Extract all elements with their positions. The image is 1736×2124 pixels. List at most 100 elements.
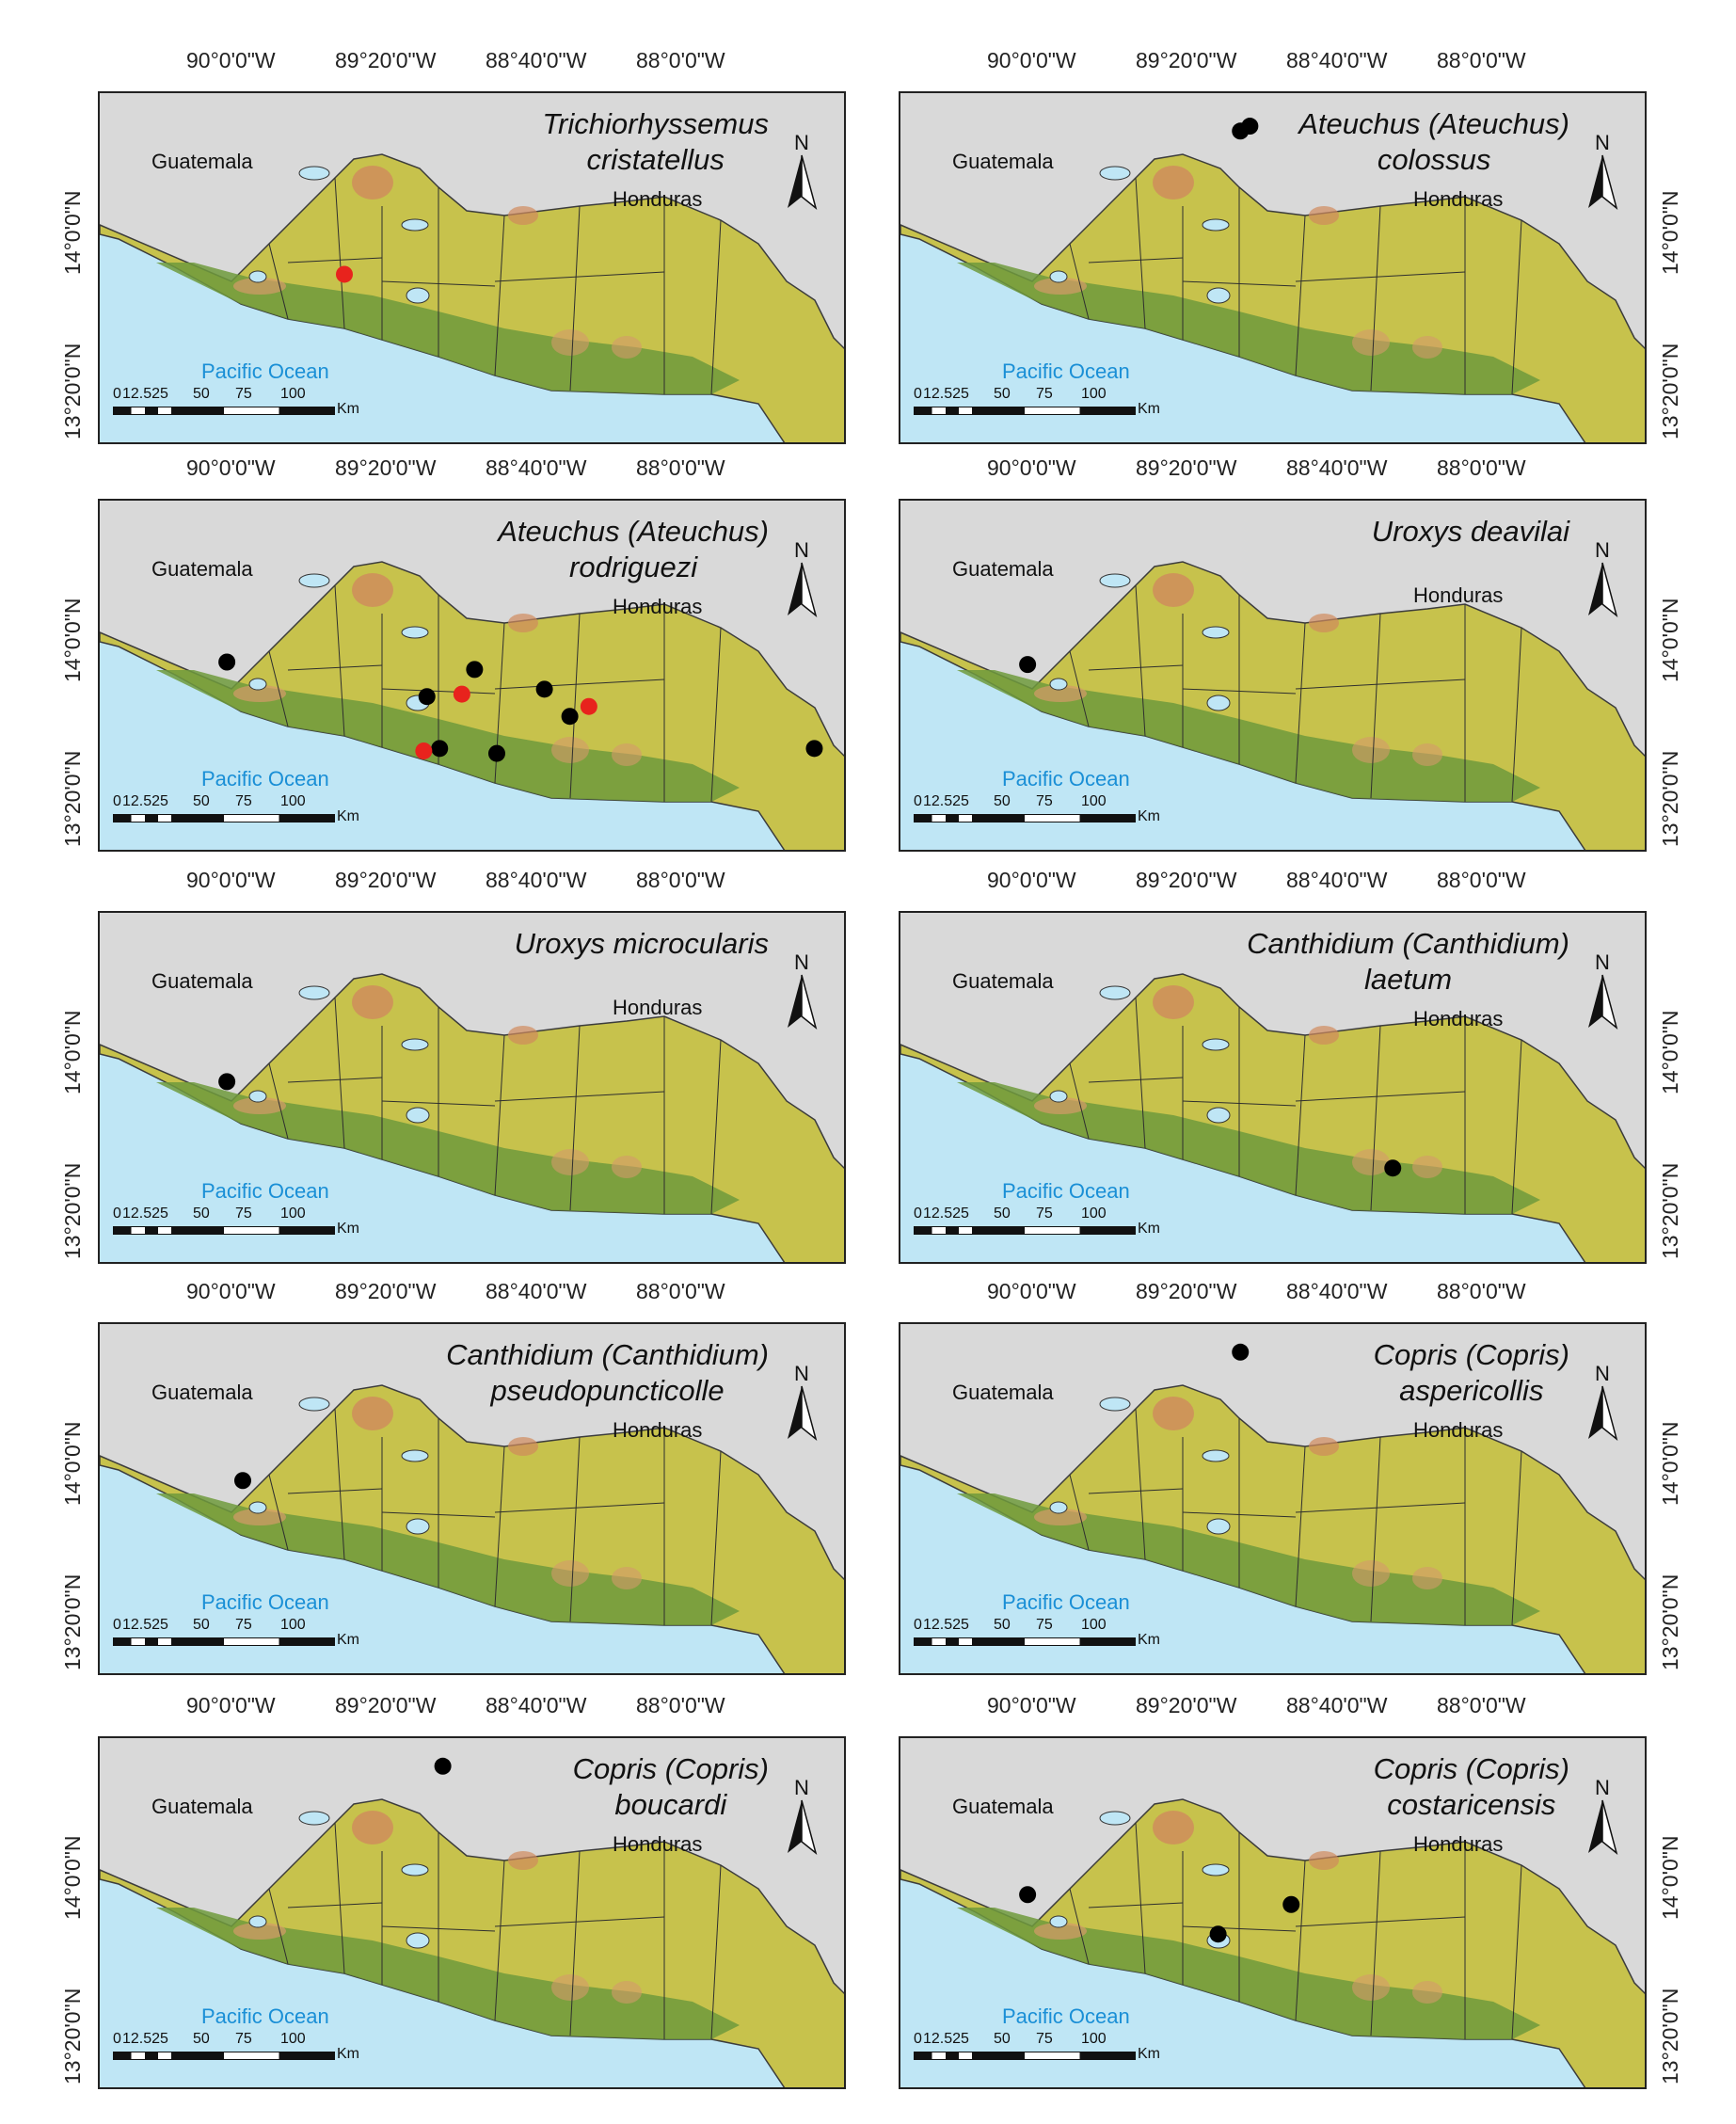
latitude-tick-label: 13°20'0"N <box>1658 1162 1682 1259</box>
scale-bar: 0 12.525 50 75 100 Km <box>914 2031 1160 2074</box>
species-name: Copris (Copris) boucardi <box>573 1751 769 1823</box>
longitude-tick-label: 89°20'0"W <box>1136 455 1237 480</box>
longitude-tick-label: 89°20'0"W <box>335 455 437 480</box>
department-border <box>1295 622 1306 784</box>
record-point-black <box>434 1757 452 1775</box>
lake-ilopango <box>406 1107 430 1124</box>
volcano-relief <box>1412 336 1442 359</box>
department-border <box>287 664 383 671</box>
pacific-ocean-label: Pacific Ocean <box>201 1590 329 1614</box>
north-arrow-icon: N <box>1588 950 1618 1030</box>
department-border <box>1088 1902 1184 1908</box>
longitude-tick-label: 88°0'0"W <box>636 1279 725 1303</box>
north-arrow: N <box>778 131 825 216</box>
north-arrow-icon: N <box>788 950 818 1030</box>
longitude-tick-label: 89°20'0"W <box>335 1279 437 1303</box>
scale-unit: Km <box>337 401 359 417</box>
map-panel-canthidium-laetum: Canthidium (Canthidium) laetum Guatemala Ho… <box>899 911 1647 1264</box>
species-name-line: Copris (Copris) <box>572 1752 769 1785</box>
scale-bar-segments <box>914 2052 1136 2060</box>
coastal-lowland <box>156 1082 740 1214</box>
guatemala-label: Guatemala <box>151 1381 253 1404</box>
highland-relief <box>1153 1811 1194 1845</box>
record-point-black <box>218 1073 236 1091</box>
longitude-tick-label: 89°20'0"W <box>1136 868 1237 892</box>
department-border <box>334 997 345 1149</box>
department-border <box>287 1902 383 1908</box>
lake-ilopango <box>1206 1518 1231 1535</box>
north-arrow-left-half <box>788 1800 802 1853</box>
cerron-grande-reservoir <box>1202 1038 1230 1051</box>
north-arrow: N <box>1579 131 1626 216</box>
guatemala-label: Guatemala <box>952 969 1054 993</box>
scale-number: 50 <box>994 793 1011 809</box>
north-arrow: N <box>1579 538 1626 623</box>
scale-number: 100 <box>280 2031 306 2047</box>
honduras-label: Honduras <box>613 1832 703 1856</box>
highland-relief <box>1034 1097 1087 1114</box>
department-border <box>1511 219 1522 395</box>
north-arrow-left-half <box>788 1386 802 1439</box>
longitude-tick-label: 88°0'0"W <box>636 868 725 892</box>
highland-relief <box>1034 1509 1087 1525</box>
department-border <box>1088 1488 1184 1494</box>
cerron-grande-reservoir <box>401 1038 429 1051</box>
scale-number: 100 <box>280 386 306 402</box>
scale-number: 100 <box>1081 386 1107 402</box>
species-name: Copris (Copris) aspericollis <box>1374 1337 1569 1409</box>
north-arrow-icon: N <box>1588 1776 1618 1856</box>
department-border <box>268 1888 289 1965</box>
north-arrow-left-half <box>788 155 802 208</box>
department-border <box>268 243 289 320</box>
north-letter: N <box>1595 1776 1610 1799</box>
scale-number: 75 <box>235 1206 252 1222</box>
record-point-black <box>1019 656 1037 674</box>
scale-bar: 0 12.525 50 75 100 Km <box>113 2031 359 2074</box>
record-point-black <box>1232 1343 1250 1361</box>
latitude-tick-label: 13°20'0"N <box>1658 343 1682 439</box>
latitude-tick-label: 14°0'0"N <box>60 1835 85 1920</box>
latitude-tick-label: 13°20'0"N <box>60 1988 85 2084</box>
map-canvas <box>100 1738 844 2087</box>
department-border <box>494 215 505 376</box>
latitude-tick-label: 14°0'0"N <box>1658 190 1682 275</box>
volcano-relief <box>551 329 589 356</box>
highland-relief <box>1034 278 1087 295</box>
scale-number: 75 <box>235 793 252 809</box>
department-border <box>334 584 345 737</box>
pacific-ocean-label: Pacific Ocean <box>201 359 329 383</box>
lake-ilopango <box>1206 695 1231 711</box>
highland-relief <box>352 573 393 607</box>
highland-relief <box>508 1437 538 1456</box>
latitude-tick-label: 13°20'0"N <box>1658 750 1682 847</box>
longitude-tick-label: 89°20'0"W <box>335 48 437 72</box>
highland-relief <box>1309 1026 1339 1045</box>
scale-number: 50 <box>193 2031 210 2047</box>
coastal-lowland <box>957 670 1540 802</box>
lake-guija <box>298 166 330 181</box>
volcano-relief <box>551 737 589 763</box>
longitude-tick-label: 88°0'0"W <box>1437 868 1526 892</box>
latitude-tick-label: 14°0'0"N <box>60 598 85 682</box>
record-point-black <box>535 680 553 698</box>
department-border <box>1088 664 1184 671</box>
department-border <box>1295 1091 1466 1102</box>
pacific-ocean-area <box>100 1879 785 2087</box>
department-border <box>1511 1864 1522 2040</box>
scale-number: 75 <box>235 2031 252 2047</box>
department-border <box>287 257 383 264</box>
volcano-relief <box>1412 1567 1442 1589</box>
scale-unit: Km <box>1138 401 1160 417</box>
department-border <box>710 219 722 395</box>
scale-number: 100 <box>1081 1206 1107 1222</box>
longitude-tick-label: 90°0'0"W <box>987 455 1076 480</box>
lake-guija <box>298 985 330 1000</box>
species-name-line: Canthidium (Canthidium) <box>1247 927 1569 960</box>
scale-number: 12.525 <box>122 2031 168 2047</box>
latitude-tick-label: 14°0'0"N <box>1658 1010 1682 1094</box>
department-border <box>334 1822 345 1974</box>
department-border <box>710 627 722 803</box>
scale-bar-segments <box>113 814 335 822</box>
volcano-relief <box>1352 1974 1390 2001</box>
honduras-label: Honduras <box>1413 583 1504 607</box>
